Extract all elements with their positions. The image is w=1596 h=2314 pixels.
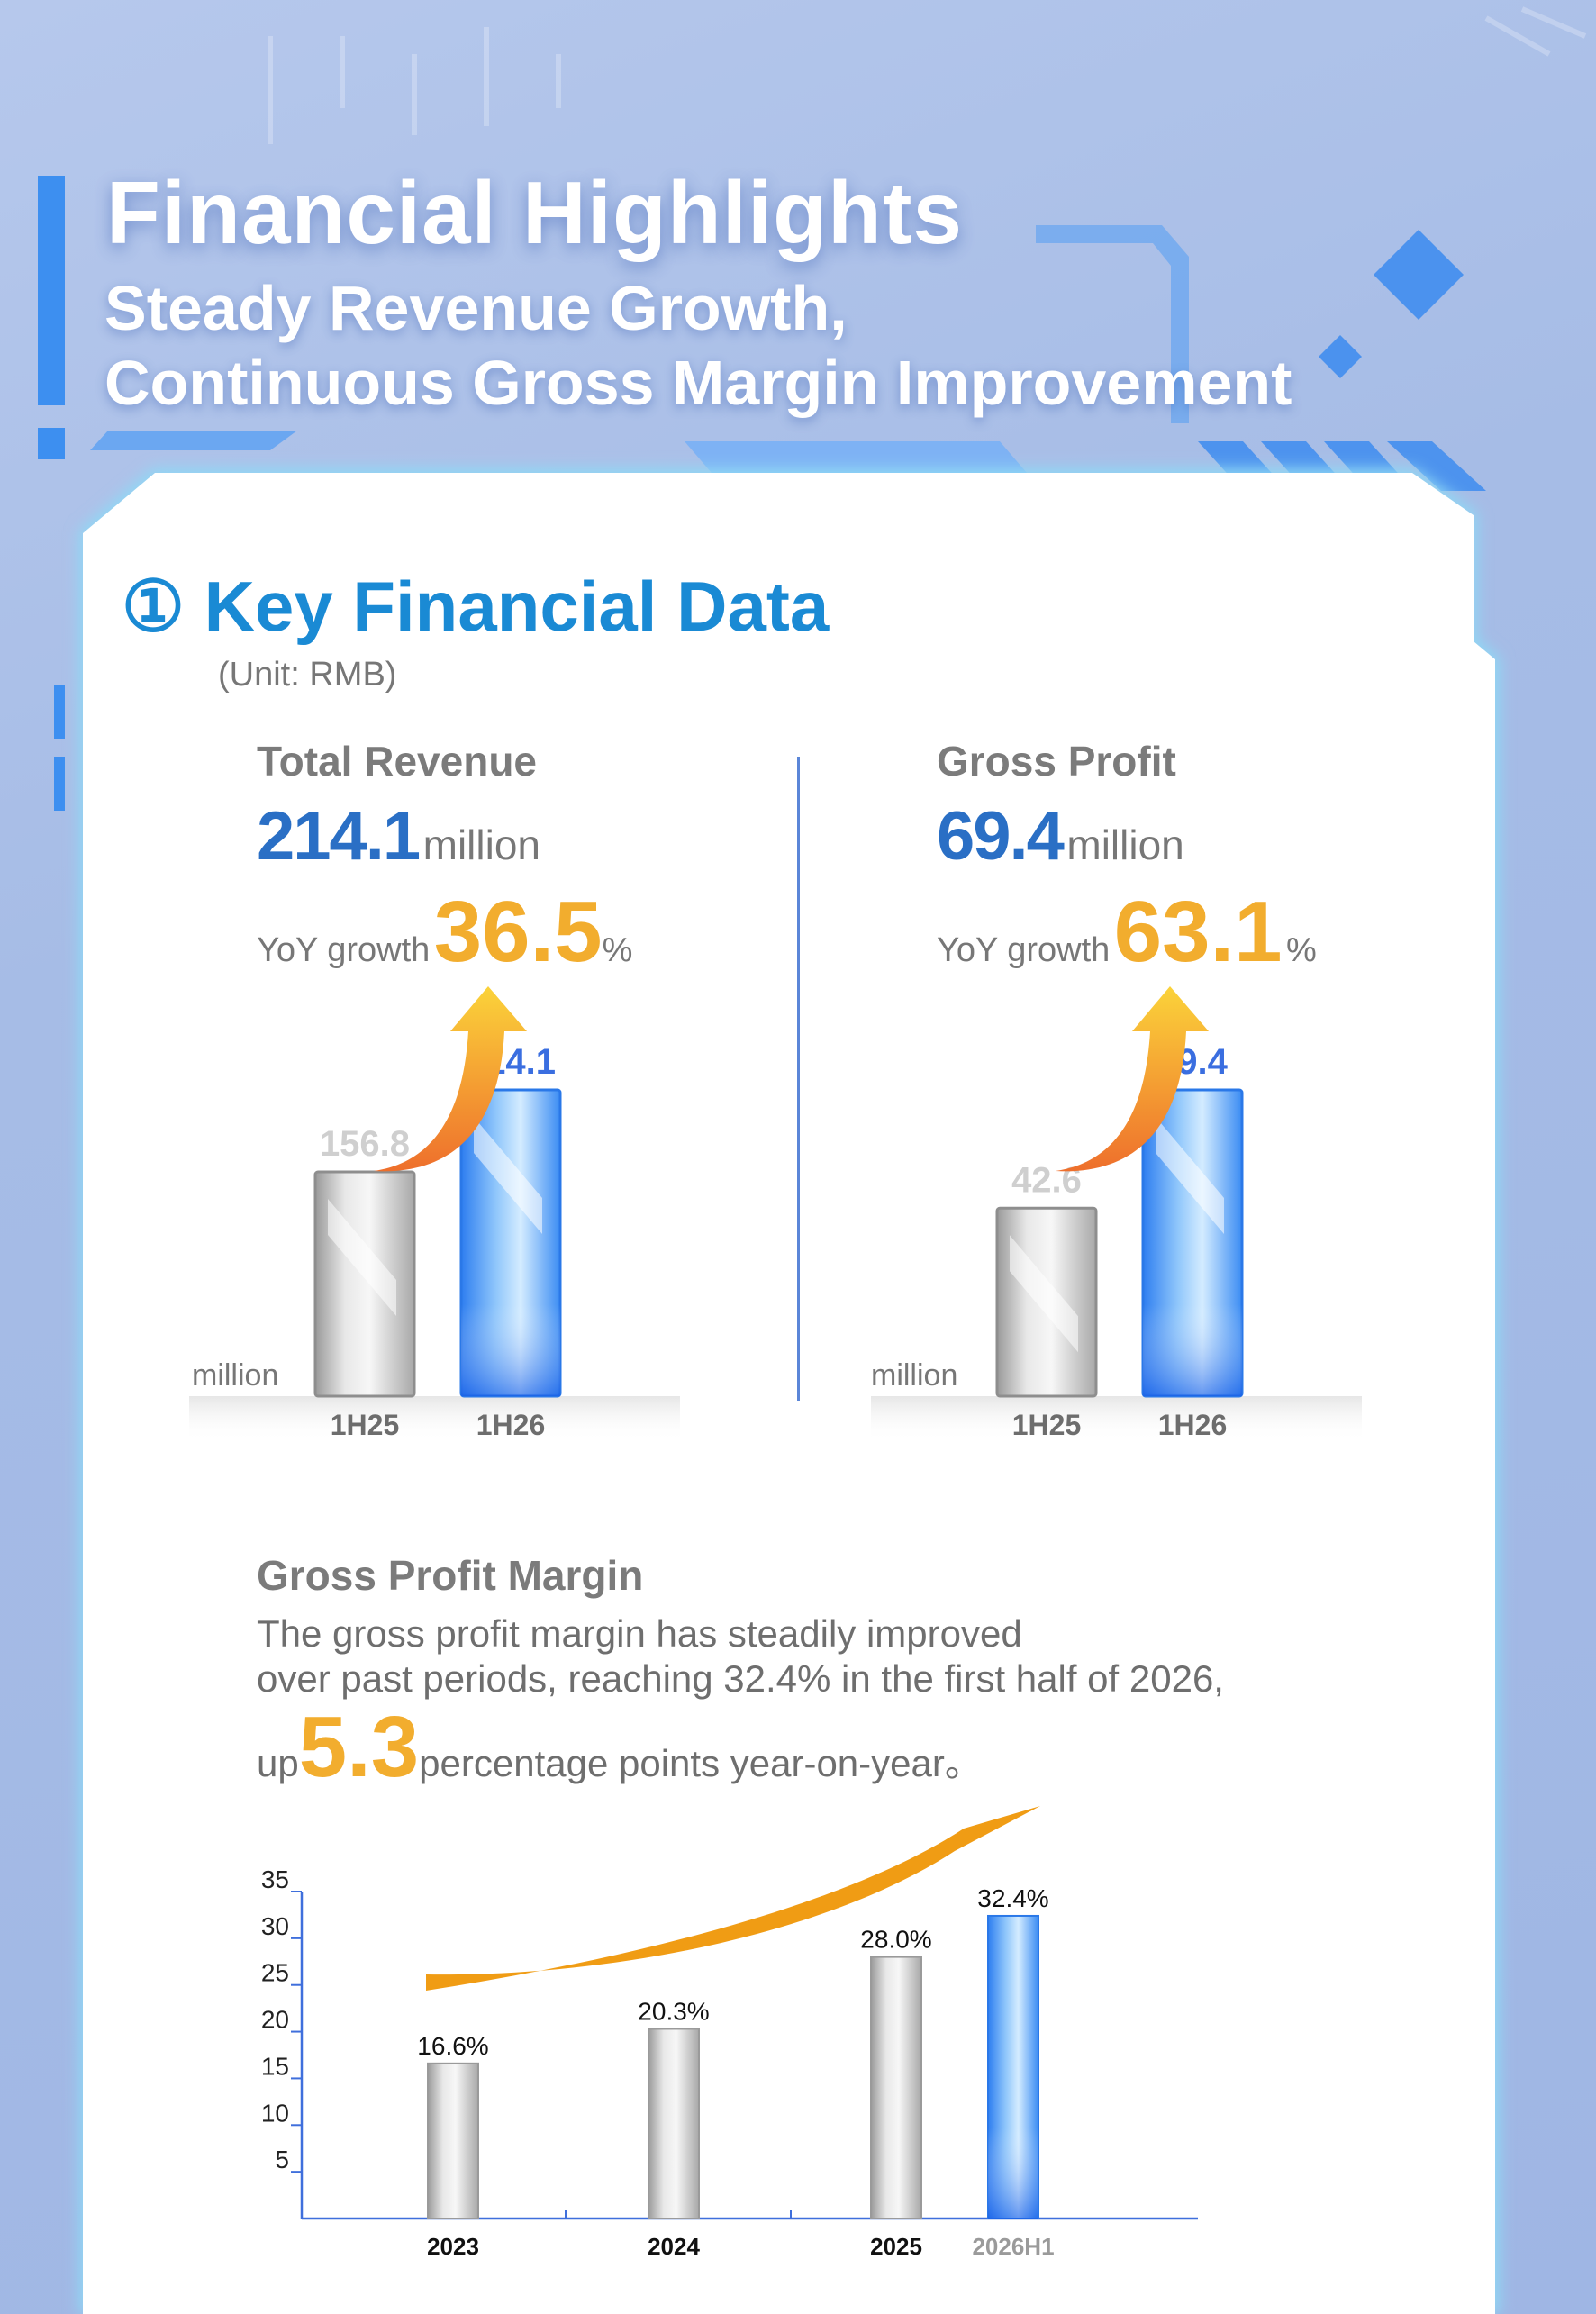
- y-tick-label: 30: [261, 1912, 289, 1940]
- section-number: ①: [122, 567, 185, 646]
- category-label: 1H26: [476, 1409, 546, 1441]
- section-title: ① Key Financial Data: [122, 566, 829, 648]
- gross-profit-yoy-label: YoY growth: [937, 931, 1111, 969]
- metric-divider: [797, 757, 800, 1401]
- growth-arrow-icon: [1056, 986, 1209, 1172]
- chart-floor: [871, 1396, 1362, 1441]
- margin-category-label: 2023: [427, 2233, 479, 2260]
- gross-profit-label: Gross Profit: [937, 738, 1176, 785]
- page-subtitle-line-2: Continuous Gross Margin Improvement: [104, 348, 1292, 418]
- category-label: 1H26: [1158, 1409, 1228, 1441]
- revenue-value: 214.1: [257, 798, 421, 875]
- bar-value-label: 42.6: [1011, 1160, 1082, 1200]
- margin-bar-2025: [870, 1956, 922, 2220]
- y-tick-label: 25: [261, 1959, 289, 1987]
- bar-gloss: [474, 1117, 542, 1234]
- margin-bar-2023: [427, 2062, 479, 2219]
- revenue-unit: million: [422, 821, 541, 868]
- revenue-yoy-label: YoY growth: [257, 931, 431, 969]
- y-tick-label: 10: [261, 2099, 289, 2127]
- margin-category-label: 2026H1: [972, 2233, 1054, 2260]
- chart-floor: [189, 1396, 680, 1441]
- margin-text-line-3: up5.3percentage points year-on-year。: [257, 1698, 983, 1797]
- revenue-label: Total Revenue: [257, 738, 537, 785]
- gross-profit-yoy-row: YoY growth 63.1 %: [937, 883, 1317, 982]
- margin-label: Gross Profit Margin: [257, 1552, 644, 1599]
- bar-gloss: [1156, 1117, 1224, 1234]
- margin-bar-2024: [648, 2028, 700, 2219]
- margin-value-label: 16.6%: [417, 2032, 488, 2060]
- margin-text-suffix: percentage points year-on-year。: [419, 1742, 983, 1784]
- gross-profit-axis-unit: million: [871, 1358, 958, 1393]
- margin-text-line-1: The gross profit margin has steadily imp…: [257, 1612, 1022, 1655]
- margin-value-label: 20.3%: [638, 1997, 709, 2025]
- section-title-text: Key Financial Data: [204, 567, 830, 646]
- bar-value-label: 156.8: [320, 1124, 410, 1164]
- margin-text-line-2: over past periods, reaching 32.4% in the…: [257, 1657, 1224, 1700]
- growth-arrow-icon: [374, 986, 527, 1172]
- gross-profit-value-row: 69.4 million: [937, 797, 1184, 876]
- gross-profit-value: 69.4: [937, 798, 1065, 875]
- gross-profit-yoy-value: 63.1: [1113, 884, 1283, 980]
- revenue-axis-unit: million: [192, 1358, 279, 1393]
- margin-text-prefix: up: [257, 1742, 299, 1784]
- margin-increase-value: 5.3: [298, 1699, 420, 1795]
- y-tick-label: 20: [261, 2006, 289, 2034]
- y-tick-label: 35: [261, 1865, 289, 1893]
- unit-note: (Unit: RMB): [218, 656, 397, 694]
- bar-shade: [988, 1915, 1038, 2219]
- bar-gloss: [328, 1198, 396, 1316]
- category-label: 1H25: [1012, 1409, 1082, 1441]
- category-label: 1H25: [331, 1409, 400, 1441]
- page-title: Financial Highlights: [106, 163, 964, 262]
- margin-category-label: 2024: [648, 2233, 700, 2260]
- y-tick-label: 15: [261, 2052, 289, 2080]
- revenue-value-row: 214.1 million: [257, 797, 540, 876]
- y-tick-label: 5: [275, 2146, 289, 2173]
- bar-gloss: [1010, 1235, 1078, 1353]
- gross-profit-unit: million: [1066, 821, 1184, 868]
- revenue-yoy-row: YoY growth 36.5%: [257, 883, 632, 982]
- margin-category-label: 2025: [870, 2233, 922, 2260]
- margin-value-label: 28.0%: [860, 1926, 931, 1954]
- gross-profit-yoy-sign: %: [1286, 931, 1317, 969]
- trend-arrow-icon: [426, 1806, 1040, 1991]
- revenue-yoy-sign: %: [602, 931, 633, 969]
- margin-value-label: 32.4%: [977, 1884, 1048, 1912]
- page-subtitle-line-1: Steady Revenue Growth,: [104, 273, 848, 343]
- revenue-yoy-value: 36.5: [433, 884, 603, 980]
